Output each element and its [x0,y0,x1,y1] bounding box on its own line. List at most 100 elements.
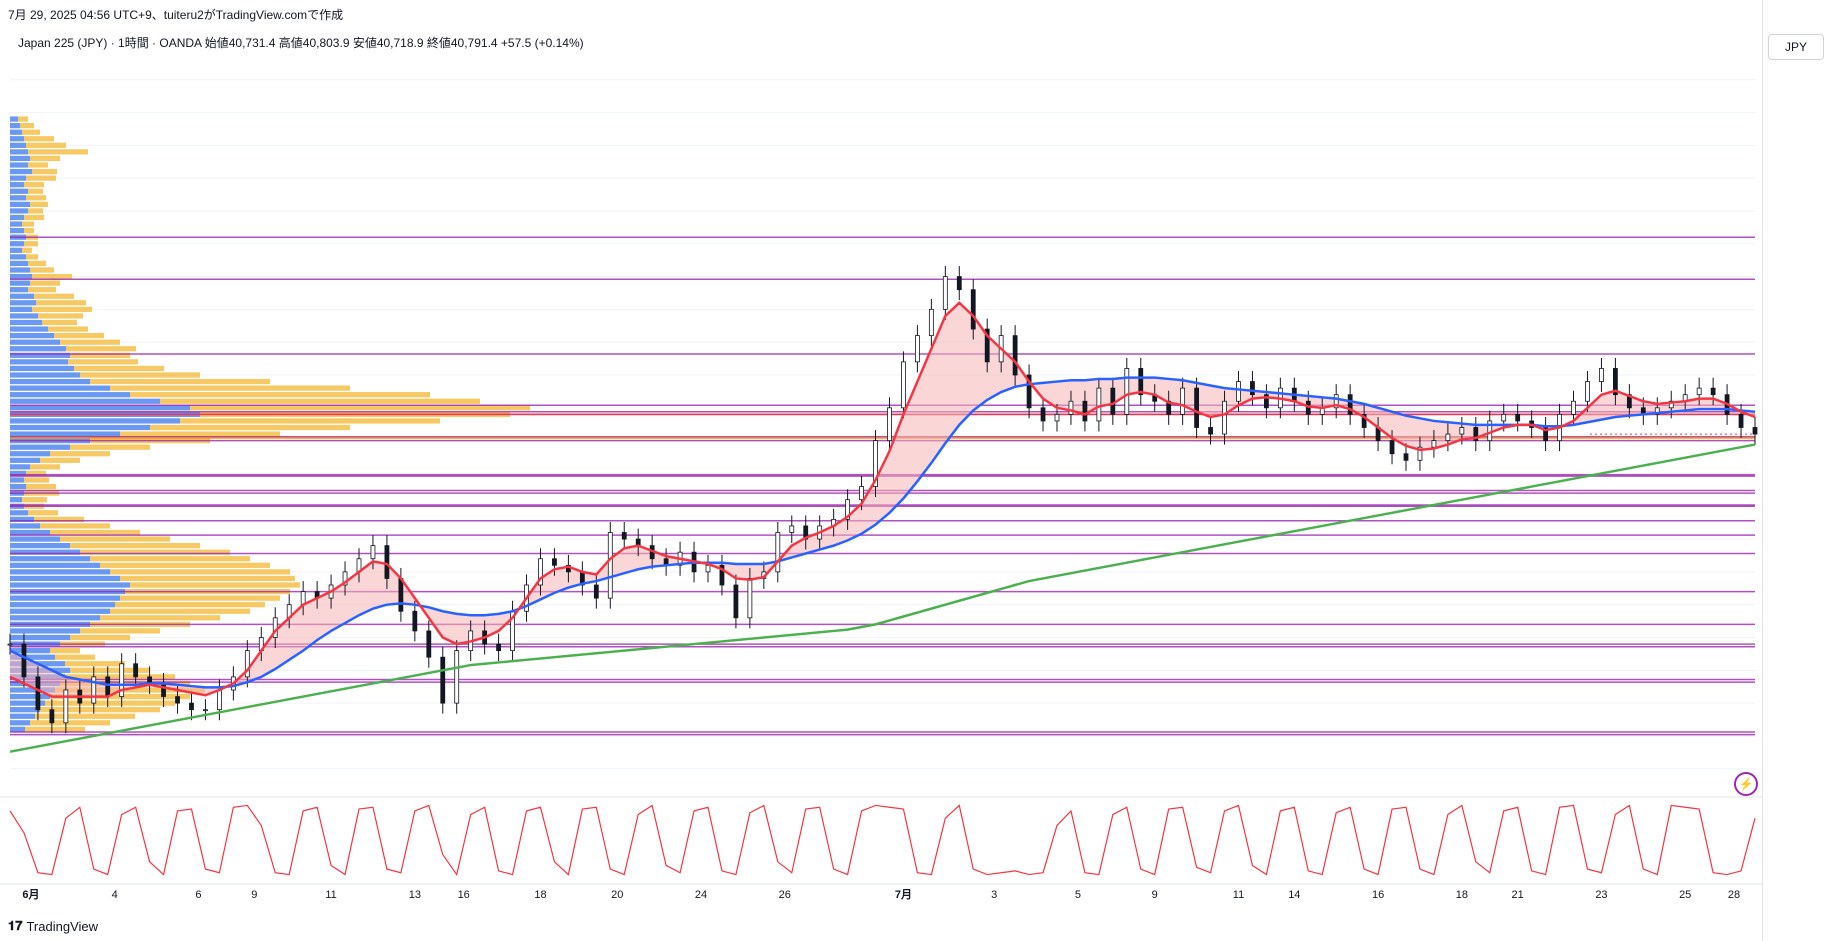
candle-body-107 [1501,413,1507,422]
volume-profile-down-89 [45,700,175,706]
volume-profile-down-66 [80,549,230,555]
volume-profile-up-64 [10,536,60,542]
volume-profile-down-31 [42,319,77,326]
volume-profile-down-48 [120,431,280,437]
volume-profile-up-67 [10,556,90,562]
volume-profile-down-92 [30,720,110,726]
volume-profile-up-92 [10,720,30,726]
x-tick-label-2: 6 [195,889,201,901]
volume-profile-up-73 [10,595,120,601]
volume-profile-up-28 [10,300,36,306]
candle-body-30 [426,630,432,658]
candle-body-99 [1389,440,1395,455]
volume-profile-down-63 [50,529,140,536]
volume-profile-up-43 [10,398,160,404]
candle-body-64 [901,361,906,409]
candle-body-1 [21,643,27,678]
candle-body-108 [1515,413,1521,422]
volume-profile-up-30 [10,313,38,319]
volume-profile-down-65 [70,543,200,549]
volume-profile-up-74 [10,602,115,608]
candle-body-85 [1194,387,1199,428]
volume-profile-up-19 [10,241,24,247]
volume-profile-down-84 [70,667,150,673]
lightning-icon[interactable]: ⚡ [1734,772,1758,796]
volume-profile-up-47 [10,424,150,431]
candle-body-110 [1543,427,1548,442]
candle-body-84 [1180,387,1186,415]
volume-profile-down-36 [70,352,130,358]
symbol-ohlc-info[interactable]: Japan 225 (JPY) · 1時間 · OANDA 始値40,731.4… [18,36,584,50]
series-line-slow-ma [9,376,1756,689]
candle-body-38 [538,558,543,586]
candle-body-9 [133,663,139,678]
volume-profile-down-50 [70,444,150,450]
volume-profile-down-27 [34,293,74,299]
volume-profile-down-91 [35,713,135,719]
volume-profile-up-1 [10,123,20,129]
candle-body-86 [1208,427,1213,435]
volume-profile-up-78 [10,628,80,634]
volume-profile-down-7 [28,162,48,168]
candle-body-113 [1585,381,1590,402]
x-tick-label-9: 24 [695,889,707,901]
volume-profile-down-9 [26,175,56,181]
x-tick-label-13: 5 [1075,889,1081,901]
candle-body-53 [747,578,753,619]
candle-body-100 [1403,453,1409,461]
candle-body-88 [1236,381,1241,402]
volume-profile-up-5 [10,149,28,155]
candle-body-15 [216,689,222,711]
volume-profile-down-5 [28,149,88,155]
candle-body-103 [1445,433,1451,442]
volume-profile-up-53 [10,464,30,470]
volume-profile-up-91 [10,713,35,719]
candle-body-97 [1361,413,1367,428]
candle-body-60 [845,499,850,520]
volume-profile-down-61 [34,516,84,522]
volume-profile-down-39 [80,372,200,378]
brand-label: TradingView [26,918,99,934]
candle-body-44 [621,532,627,540]
candle-body-70 [984,328,990,363]
volume-profile-up-55 [10,477,24,483]
volume-profile-up-52 [10,457,40,463]
volume-profile-down-78 [80,628,160,634]
volume-profile-down-35 [66,346,136,352]
volume-profile-down-87 [55,687,205,693]
candle-body-78 [1096,387,1102,422]
price-axis-panel[interactable] [1762,0,1835,941]
volume-profile-down-32 [48,326,88,332]
volume-profile-down-10 [24,182,44,188]
candle-body-96 [1347,394,1353,415]
x-tick-label-17: 16 [1372,889,1384,901]
candle-body-76 [1068,400,1074,415]
volume-profile-up-2 [10,129,22,135]
volume-profile-down-43 [160,398,480,404]
volume-profile-down-34 [60,339,120,345]
volume-profile-down-68 [100,562,270,568]
volume-profile-down-74 [115,602,265,608]
volume-profile-down-16 [22,221,34,227]
volume-profile-down-82 [55,654,95,660]
volume-profile-down-79 [70,634,130,641]
volume-profile-up-88 [10,693,50,700]
volume-profile-up-82 [10,654,55,660]
volume-profile-down-51 [50,451,110,457]
candle-body-101 [1417,446,1423,461]
candle-body-77 [1082,400,1088,422]
candle-body-51 [719,564,725,586]
candle-body-14 [203,709,208,712]
volume-profile-down-23 [30,267,54,273]
x-tick-label-6: 16 [458,889,470,901]
candle-body-24 [342,571,348,586]
volume-profile-down-67 [90,556,250,562]
volume-profile-down-60 [28,510,58,516]
x-tick-label-21: 25 [1679,889,1691,901]
volume-profile-up-14 [10,208,28,214]
volume-profile-up-39 [10,372,80,378]
volume-profile-down-28 [36,300,86,306]
currency-button[interactable]: JPY [1768,34,1824,60]
volume-profile-down-14 [28,208,43,214]
